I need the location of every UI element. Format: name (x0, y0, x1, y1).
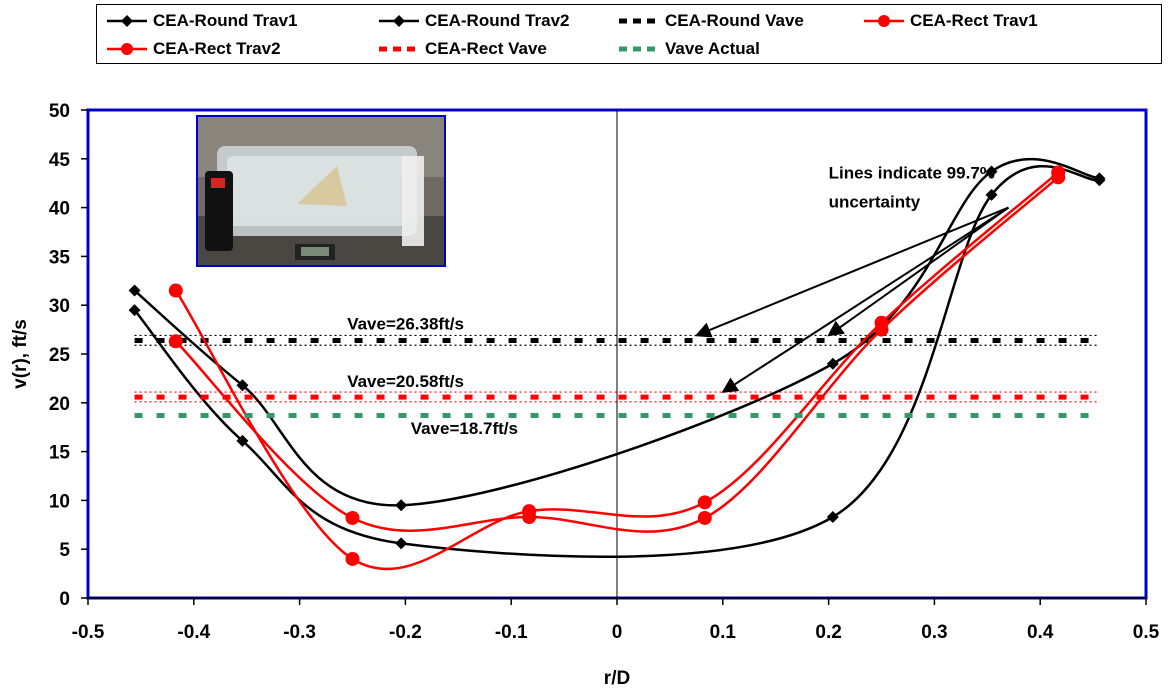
x-tick-label: -0.5 (72, 622, 105, 643)
y-tick-label: 30 (49, 296, 70, 317)
y-tick-label: 45 (49, 150, 71, 171)
legend-label: CEA-Round Vave (665, 11, 804, 30)
y-tick-label: 35 (49, 247, 71, 268)
legend-item-cea-round-trav1: CEA-Round Trav1 (105, 10, 298, 32)
y-tick-label: 10 (49, 491, 70, 512)
data-point (826, 510, 839, 523)
legend-item-cea-rect-trav2: CEA-Rect Trav2 (105, 38, 281, 60)
legend-item-cea-rect-vave: CEA-Rect Vave (377, 38, 547, 60)
annotation-text: Vave=20.58ft/s (347, 372, 464, 391)
x-axis-title: r/D (604, 668, 630, 689)
series-line-cea-rect-trav2 (174, 176, 1060, 533)
annotation-arrow (694, 206, 1009, 338)
y-axis-title: v(r), ft/s (10, 319, 31, 389)
uncertainty-bands (134, 334, 1100, 403)
legend-label: CEA-Rect Trav2 (153, 39, 281, 58)
legend-item-cea-round-trav2: CEA-Round Trav2 (377, 10, 570, 32)
data-point (395, 537, 408, 550)
legend-swatch (619, 18, 659, 24)
y-tick-label: 20 (49, 394, 70, 415)
x-tick-label: 0 (612, 622, 623, 643)
data-point (1093, 174, 1106, 187)
data-point (168, 334, 183, 349)
data-point (395, 499, 408, 512)
data-point (1051, 170, 1066, 185)
inset-photo (196, 115, 446, 267)
data-point (874, 322, 889, 337)
y-tick-label: 25 (49, 345, 71, 366)
data-point (985, 188, 998, 201)
x-tick-label: 0.4 (1027, 622, 1054, 643)
data-point (236, 434, 249, 447)
data-point (236, 379, 249, 392)
legend-label: CEA-Round Trav2 (425, 11, 570, 30)
y-tick-label: 50 (49, 101, 70, 122)
y-tick-label: 15 (49, 443, 71, 464)
chart-legend: CEA-Round Trav1 CEA-Round Trav2 CEA-Roun… (96, 4, 1162, 64)
y-tick-label: 5 (59, 540, 70, 561)
x-tick-label: 0.3 (921, 622, 947, 643)
legend-item-vave-actual: Vave Actual (617, 38, 760, 60)
data-point (522, 509, 537, 524)
x-tick-label: -0.3 (283, 622, 316, 643)
legend-swatch (379, 46, 419, 52)
data-point (168, 283, 183, 298)
annotation-text: uncertainty (829, 193, 921, 212)
annotation-text: Vave=26.38ft/s (347, 315, 464, 334)
legend-label: CEA-Rect Vave (425, 39, 547, 58)
legend-swatch (107, 43, 147, 55)
y-tick-label: 40 (49, 199, 70, 220)
y-tick-label: 0 (59, 589, 70, 610)
x-tick-label: 0.1 (710, 622, 737, 643)
legend-label: Vave Actual (665, 39, 760, 58)
x-tick-label: -0.4 (177, 622, 210, 643)
x-tick-label: -0.2 (389, 622, 422, 643)
series-markers (128, 165, 1106, 566)
annotation-arrow (827, 206, 1010, 337)
legend-swatch (107, 15, 147, 27)
data-point (345, 551, 360, 566)
data-point (128, 304, 141, 317)
legend-swatch (619, 46, 659, 52)
series-line-cea-rect-trav1 (174, 171, 1059, 571)
data-point (345, 510, 360, 525)
annotation-text: Lines indicate 99.7% (829, 163, 995, 182)
annotation-arrow (721, 206, 1010, 393)
legend-item-cea-round-vave: CEA-Round Vave (617, 10, 804, 32)
x-tick-label: 0.2 (815, 622, 841, 643)
legend-label: CEA-Round Trav1 (153, 11, 298, 30)
legend-item-cea-rect-trav1: CEA-Rect Trav1 (862, 10, 1038, 32)
data-point (985, 165, 998, 178)
annotation-text: Vave=18.7ft/s (411, 419, 518, 438)
legend-swatch (379, 15, 419, 27)
data-point (826, 357, 839, 370)
x-tick-label: -0.1 (495, 622, 528, 643)
x-tick-label: 0.5 (1133, 622, 1160, 643)
data-point (697, 495, 712, 510)
legend-swatch (864, 15, 904, 27)
data-point (697, 510, 712, 525)
legend-label: CEA-Rect Trav1 (910, 11, 1038, 30)
data-point (128, 284, 141, 297)
